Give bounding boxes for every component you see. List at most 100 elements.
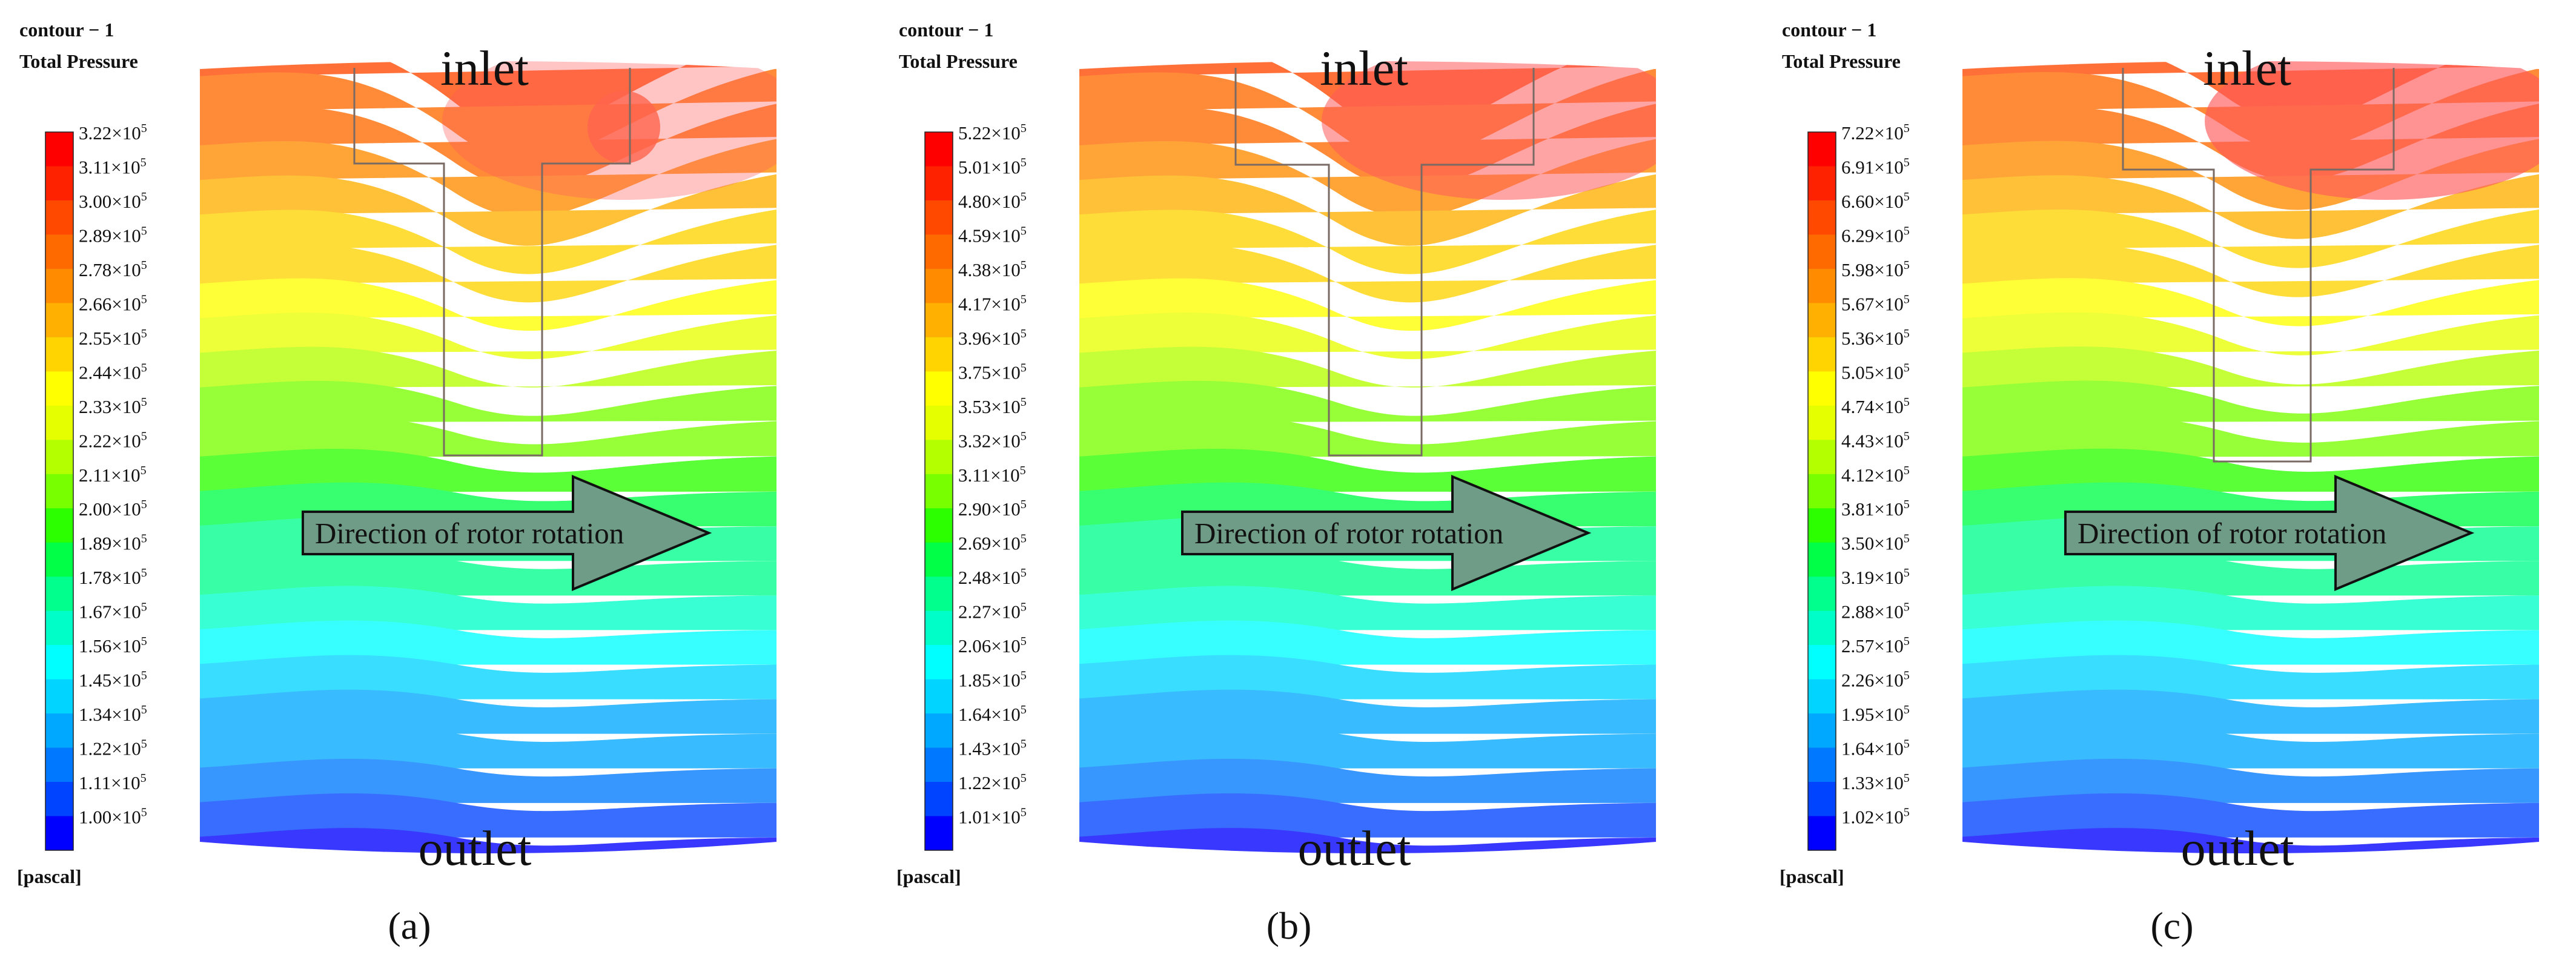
contour-band [200, 415, 776, 457]
colorbar-frame [1807, 131, 1836, 851]
inlet-label: inlet [440, 41, 529, 96]
unit-label: [pascal] [1780, 865, 1844, 887]
colorbar-tick-label: 2.33×105 [79, 395, 147, 417]
colorbar-segment [1808, 508, 1836, 543]
contour-band [1079, 689, 1656, 734]
colorbar-segment [925, 200, 953, 235]
colorbar-tick-label: 3.50×105 [1841, 532, 1910, 554]
colorbar-tick-label: 5.01×105 [958, 156, 1027, 177]
colorbar-segment [1808, 679, 1836, 714]
colorbar-segment [1808, 713, 1836, 749]
colorbar-tick-label: 3.00×105 [79, 190, 147, 212]
colorbar-tick-label: 3.96×105 [958, 327, 1027, 349]
colorbar-segment [925, 542, 953, 577]
inlet-label: inlet [2203, 41, 2291, 96]
contour-band [1962, 380, 2539, 423]
panel-b: contour − 1 Total Pressure 5.22×105 5.01×10… [896, 19, 1656, 947]
colorbar-segment [1808, 610, 1836, 646]
rotation-arrow [2064, 475, 2475, 591]
colorbar-tick-label: 4.12×105 [1841, 464, 1910, 486]
contour-plot [200, 61, 776, 853]
contour-title: contour − 1 [19, 19, 114, 41]
colorbar-segment [925, 474, 953, 509]
panel-a: contour − 1 Total Pressure 3.22×105 3.11×10… [17, 19, 776, 947]
colorbar-segment [45, 132, 73, 167]
colorbar-segment [925, 645, 953, 680]
colorbar-tick-label: 3.81×105 [1841, 498, 1910, 520]
colorbar-segment [925, 166, 953, 201]
contour-band [1079, 172, 1656, 246]
contour-band [200, 380, 776, 423]
colorbar-segment [45, 542, 73, 577]
contour-band [200, 448, 776, 492]
panel-c: contour − 1 Total Pressure 7.22×105 6.91×10… [1780, 19, 2539, 947]
colorbar-tick-label: 2.90×105 [958, 498, 1027, 520]
contour-band [1962, 346, 2539, 388]
colorbar-tick-label: 2.66×105 [79, 293, 147, 314]
unit-label: [pascal] [17, 865, 82, 887]
colorbar-segment [1808, 405, 1836, 440]
rotation-arrow [302, 475, 712, 591]
colorbar-segment [1808, 542, 1836, 577]
colorbar-tick-label: 1.78×105 [79, 566, 147, 588]
contour-band [1962, 793, 2539, 838]
contour-band [1079, 586, 1656, 630]
contour-band [1079, 655, 1656, 699]
colorbar-tick-label: 1.64×105 [1841, 738, 1910, 759]
contour-band [1962, 551, 2539, 596]
contour-plot [1962, 61, 2539, 853]
colorbar-frame [924, 131, 953, 851]
colorbar-tick-label: 3.11×105 [79, 156, 147, 177]
colorbar-segment [45, 782, 73, 817]
contour-band [200, 136, 776, 217]
colorbar-tick-label: 1.22×105 [79, 738, 147, 759]
contour-band [200, 65, 776, 161]
colorbar-segment [1808, 577, 1836, 612]
colorbar-segment [1808, 337, 1836, 372]
colorbar-tick-label: 4.74×105 [1841, 395, 1910, 417]
contour-band [1079, 207, 1656, 274]
contour-band [1962, 172, 2539, 239]
contour-band [1079, 620, 1656, 665]
colorbar-segment [925, 782, 953, 817]
colorbar-tick-label: 3.75×105 [958, 361, 1027, 383]
colorbar-segment [925, 371, 953, 406]
colorbar-segment [925, 679, 953, 714]
colorbar-segment [1808, 303, 1836, 338]
colorbar-tick-label: 4.38×105 [958, 259, 1027, 280]
colorbar-tick-label: 4.43×105 [1841, 429, 1910, 451]
colorbar-tick-label: 3.11×105 [958, 464, 1026, 486]
contour-band [1079, 758, 1656, 803]
contour-band [200, 655, 776, 699]
contour-band [1962, 243, 2539, 297]
colorbar-segment [925, 747, 953, 782]
colorbar-tick-label: 1.56×105 [79, 635, 147, 656]
rotation-arrow-label: Direction of rotor rotation [1194, 517, 1503, 550]
pressure-spot [588, 91, 660, 164]
contour-band [200, 61, 776, 133]
colorbar-tick-label: 6.29×105 [1841, 224, 1910, 246]
colorbar-segment [925, 405, 953, 440]
colorbar-tick-label: 4.17×105 [958, 293, 1027, 314]
colorbar-segment [45, 747, 73, 782]
colorbar-tick-label: 2.69×105 [958, 532, 1027, 554]
contour-plot [1079, 61, 1656, 853]
colorbar-tick-label: 1.11×105 [79, 772, 147, 793]
colorbar-segment [1808, 268, 1836, 303]
colorbar: 7.22×105 6.91×105 6.60×105 6.29×105 5.98×105… [1807, 122, 1910, 851]
colorbar-tick-label: 2.26×105 [1841, 669, 1910, 691]
colorbar-tick-label: 3.53×105 [958, 395, 1027, 417]
colorbar-segment [925, 268, 953, 303]
colorbar-segment [45, 645, 73, 680]
colorbar-tick-label: 1.89×105 [79, 532, 147, 554]
colorbar-tick-label: 2.27×105 [958, 601, 1027, 623]
colorbar-tick-label: 2.06×105 [958, 635, 1027, 656]
colorbar-segment [925, 440, 953, 475]
colorbar-segment [1808, 234, 1836, 270]
panel-caption: (c) [2150, 904, 2193, 947]
colorbar-segment [925, 303, 953, 338]
outlet-label: outlet [1298, 821, 1411, 876]
contour-band [200, 793, 776, 838]
colorbar-frame [45, 131, 74, 851]
colorbar-segment [45, 166, 73, 201]
